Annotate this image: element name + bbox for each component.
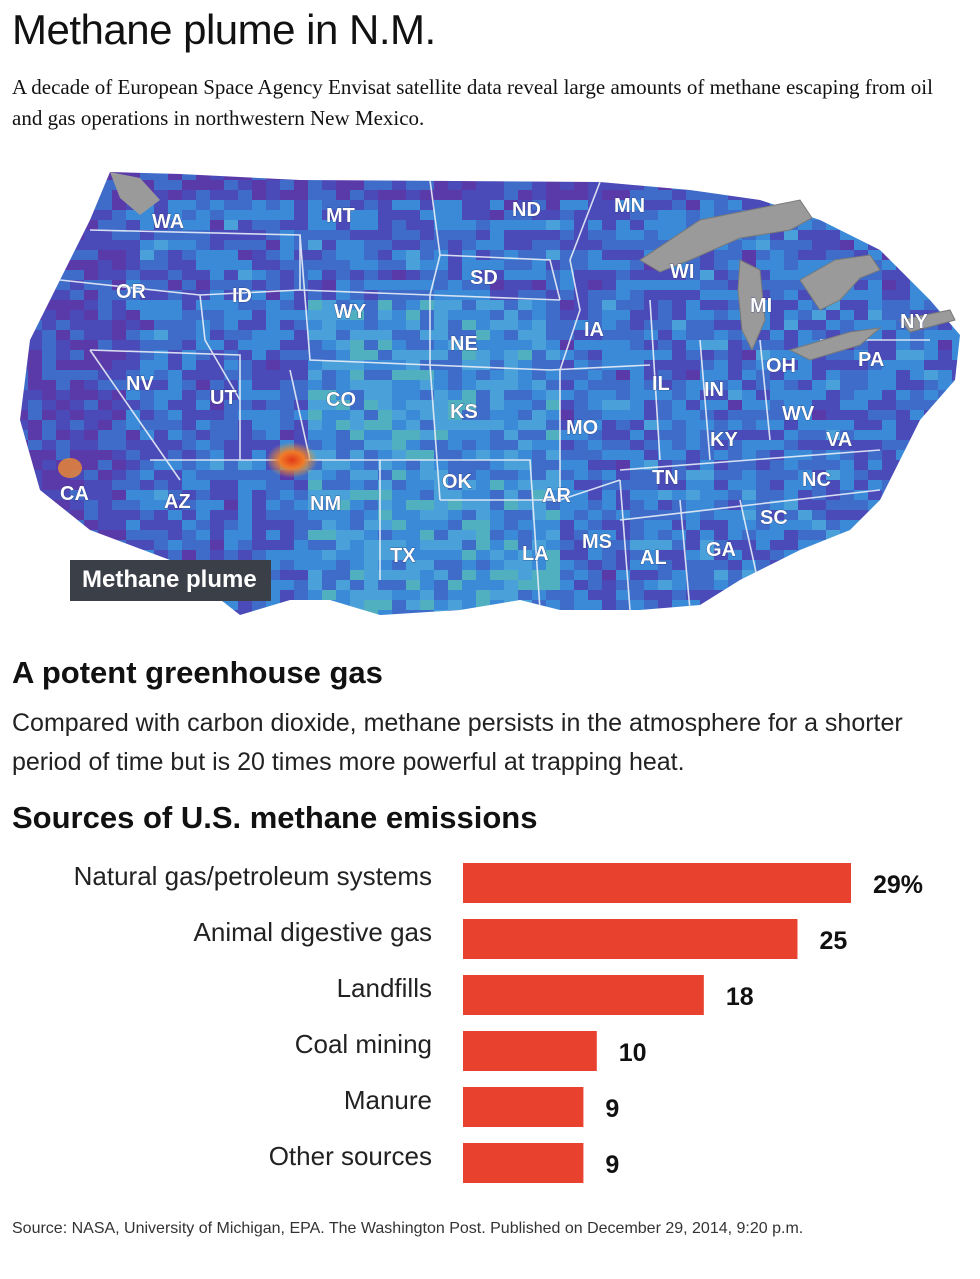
- ca-hotspot: [58, 458, 82, 478]
- state-label-tx: TX: [390, 545, 416, 567]
- state-label-va: VA: [826, 429, 852, 451]
- category-label: Coal mining: [295, 1029, 432, 1059]
- state-label-la: LA: [522, 543, 549, 565]
- state-label-or: OR: [116, 281, 147, 303]
- methane-map: WA MT ND MN OR ID SD WI WY MI NY IA NE PA NV UT OH CO IL IN…: [0, 160, 980, 620]
- state-label-ia: IA: [584, 319, 604, 341]
- state-label-wy: WY: [334, 301, 367, 323]
- value-label: 25: [819, 927, 847, 955]
- section-heading: A potent greenhouse gas: [12, 655, 383, 690]
- category-label: Animal digestive gas: [194, 917, 432, 947]
- state-label-il: IL: [652, 373, 670, 395]
- state-label-in: IN: [704, 379, 724, 401]
- chart-title: Sources of U.S. methane emissions: [12, 800, 538, 835]
- state-label-ut: UT: [210, 387, 237, 409]
- state-label-ks: KS: [450, 401, 478, 423]
- state-label-ga: GA: [706, 539, 736, 561]
- category-label: Other sources: [269, 1141, 432, 1171]
- state-label-id: ID: [232, 285, 252, 307]
- state-label-nd: ND: [512, 199, 541, 221]
- page-subtitle: A decade of European Space Agency Envisa…: [12, 75, 933, 130]
- state-label-mn: MN: [614, 195, 645, 217]
- category-label: Manure: [344, 1085, 432, 1115]
- page-title: Methane plume in N.M.: [12, 6, 436, 53]
- state-label-ok: OK: [442, 471, 473, 493]
- section-text: Compared with carbon dioxide, methane pe…: [12, 709, 903, 776]
- state-label-co: CO: [326, 389, 356, 411]
- great-lakes: [639, 199, 956, 361]
- state-label-mi: MI: [750, 295, 772, 317]
- category-label: Natural gas/petroleum systems: [74, 861, 432, 891]
- state-label-nm: NM: [310, 493, 341, 515]
- state-label-ny: NY: [900, 311, 928, 333]
- value-label: 9: [605, 1151, 619, 1179]
- bar: [463, 1143, 584, 1183]
- bar: [463, 975, 704, 1015]
- state-label-az: AZ: [164, 491, 191, 513]
- state-label-ms: MS: [582, 531, 612, 553]
- state-label-ar: AR: [542, 485, 571, 507]
- value-label: 9: [605, 1095, 619, 1123]
- value-label: 18: [726, 983, 754, 1011]
- state-label-tn: TN: [652, 467, 679, 489]
- state-label-nc: NC: [802, 469, 831, 491]
- state-label-al: AL: [640, 547, 667, 569]
- methane-plume-callout: Methane plume: [70, 560, 271, 601]
- source-note: Source: NASA, University of Michigan, EP…: [12, 1220, 804, 1237]
- state-label-sd: SD: [470, 267, 498, 289]
- puget-sound: [110, 172, 160, 215]
- methane-sources-bar-chart: Natural gas/petroleum systems 29% Animal d…: [74, 861, 923, 1183]
- state-label-ca: CA: [60, 483, 89, 505]
- state-label-wi: WI: [670, 261, 694, 283]
- methane-plume-hotspot: [266, 442, 318, 478]
- state-label-wv: WV: [782, 403, 815, 425]
- value-label: 29%: [873, 871, 923, 899]
- state-label-ky: KY: [710, 429, 738, 451]
- state-label-wa: WA: [152, 211, 184, 233]
- state-label-ne: NE: [450, 333, 478, 355]
- bar: [463, 863, 851, 903]
- bar: [463, 919, 798, 959]
- state-label-mt: MT: [326, 205, 355, 227]
- state-label-pa: PA: [858, 349, 884, 371]
- state-label-mo: MO: [566, 417, 598, 439]
- state-label-sc: SC: [760, 507, 788, 529]
- state-label-oh: OH: [766, 355, 796, 377]
- bar: [463, 1087, 584, 1127]
- category-label: Landfills: [337, 973, 432, 1003]
- state-labels: WA MT ND MN OR ID SD WI WY MI NY IA NE PA NV UT OH CO IL IN…: [60, 195, 929, 570]
- bar: [463, 1031, 597, 1071]
- state-label-nv: NV: [126, 373, 154, 395]
- value-label: 10: [619, 1039, 647, 1067]
